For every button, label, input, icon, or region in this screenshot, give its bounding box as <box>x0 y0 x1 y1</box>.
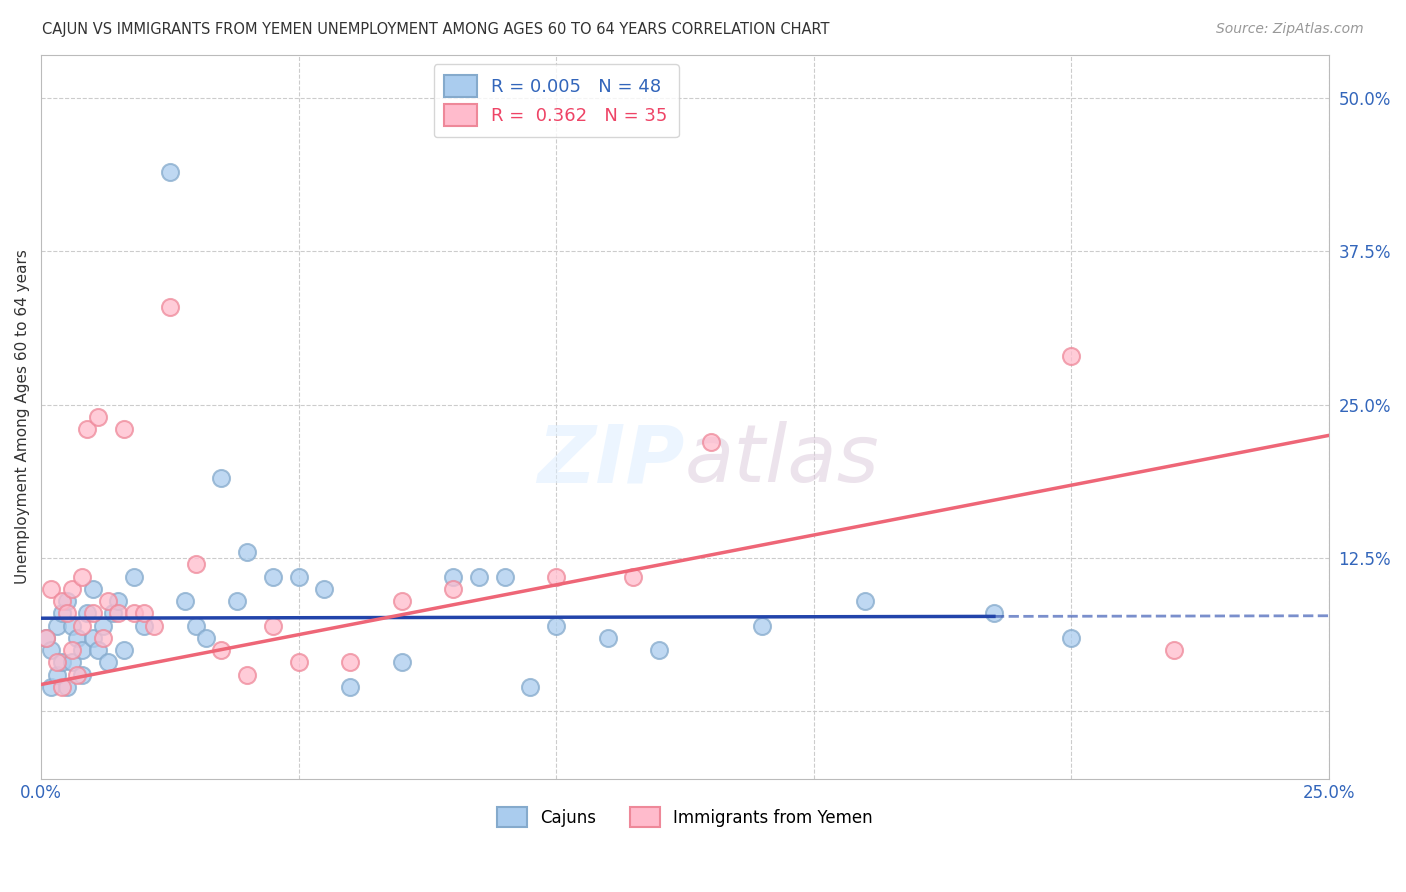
Point <box>339 680 361 694</box>
Point <box>103 607 125 621</box>
Point <box>287 569 309 583</box>
Text: Source: ZipAtlas.com: Source: ZipAtlas.com <box>1216 22 1364 37</box>
Point <box>209 471 232 485</box>
Point <box>56 680 79 694</box>
Point <box>184 618 207 632</box>
Point <box>983 607 1005 621</box>
Point <box>51 680 73 694</box>
Point <box>82 582 104 596</box>
Point <box>72 569 94 583</box>
Point <box>60 643 83 657</box>
Point <box>97 656 120 670</box>
Point <box>45 656 67 670</box>
Point <box>441 582 464 596</box>
Point <box>546 569 568 583</box>
Point <box>56 594 79 608</box>
Point <box>494 569 516 583</box>
Point <box>87 643 110 657</box>
Point <box>184 558 207 572</box>
Point <box>56 607 79 621</box>
Point <box>76 422 98 436</box>
Point <box>699 434 721 449</box>
Text: atlas: atlas <box>685 421 880 500</box>
Point <box>621 569 644 583</box>
Point <box>87 410 110 425</box>
Point <box>751 618 773 632</box>
Point <box>122 607 145 621</box>
Text: CAJUN VS IMMIGRANTS FROM YEMEN UNEMPLOYMENT AMONG AGES 60 TO 64 YEARS CORRELATIO: CAJUN VS IMMIGRANTS FROM YEMEN UNEMPLOYM… <box>42 22 830 37</box>
Legend: Cajuns, Immigrants from Yemen: Cajuns, Immigrants from Yemen <box>489 798 882 836</box>
Point <box>51 656 73 670</box>
Point <box>262 618 284 632</box>
Point <box>853 594 876 608</box>
Point <box>194 631 217 645</box>
Point <box>546 618 568 632</box>
Point <box>287 656 309 670</box>
Point <box>72 618 94 632</box>
Point <box>45 618 67 632</box>
Point <box>41 643 63 657</box>
Point <box>60 582 83 596</box>
Point <box>51 607 73 621</box>
Point <box>107 607 129 621</box>
Text: ZIP: ZIP <box>537 421 685 500</box>
Point <box>339 656 361 670</box>
Point <box>132 607 155 621</box>
Point <box>72 667 94 681</box>
Point <box>519 680 541 694</box>
Point <box>262 569 284 583</box>
Point <box>209 643 232 657</box>
Point <box>391 594 413 608</box>
Point <box>143 618 166 632</box>
Point <box>236 545 259 559</box>
Point <box>468 569 491 583</box>
Point <box>1163 643 1185 657</box>
Point <box>35 631 58 645</box>
Point <box>236 667 259 681</box>
Point <box>174 594 197 608</box>
Point <box>112 643 135 657</box>
Point <box>60 618 83 632</box>
Point <box>225 594 247 608</box>
Point <box>41 680 63 694</box>
Point <box>132 618 155 632</box>
Point <box>107 594 129 608</box>
Point <box>314 582 336 596</box>
Point <box>66 667 89 681</box>
Point <box>91 631 114 645</box>
Point <box>648 643 671 657</box>
Point <box>51 594 73 608</box>
Point <box>596 631 619 645</box>
Point <box>35 631 58 645</box>
Point <box>91 618 114 632</box>
Point <box>45 667 67 681</box>
Point <box>441 569 464 583</box>
Point <box>1060 631 1083 645</box>
Point <box>112 422 135 436</box>
Point <box>1060 349 1083 363</box>
Point <box>66 631 89 645</box>
Point <box>82 631 104 645</box>
Point <box>122 569 145 583</box>
Point <box>76 607 98 621</box>
Point <box>41 582 63 596</box>
Point <box>159 164 181 178</box>
Point <box>82 607 104 621</box>
Point <box>391 656 413 670</box>
Point <box>72 643 94 657</box>
Point <box>60 656 83 670</box>
Point <box>97 594 120 608</box>
Point <box>159 300 181 314</box>
Y-axis label: Unemployment Among Ages 60 to 64 years: Unemployment Among Ages 60 to 64 years <box>15 250 30 584</box>
